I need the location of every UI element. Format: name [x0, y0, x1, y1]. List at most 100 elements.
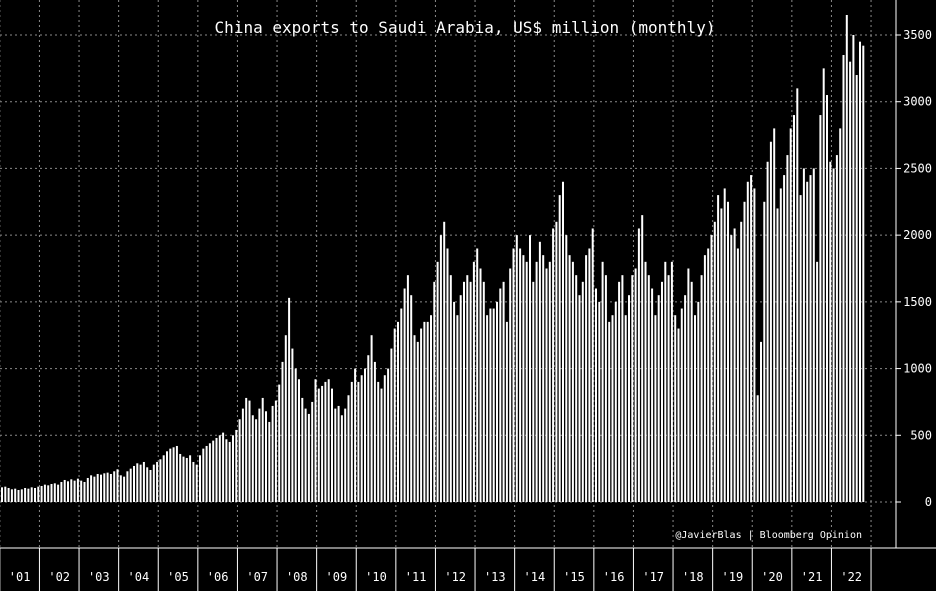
bar	[334, 408, 337, 502]
bar	[327, 379, 330, 502]
bar	[172, 447, 175, 502]
bar	[812, 168, 815, 502]
bar	[571, 261, 574, 502]
bar	[631, 275, 634, 502]
x-tick-label: '09	[326, 570, 348, 584]
bar	[697, 301, 700, 502]
bar	[113, 471, 116, 502]
bar	[304, 408, 307, 502]
bar	[156, 461, 159, 502]
bar	[189, 455, 192, 502]
x-tick-label: '21	[801, 570, 823, 584]
bar	[67, 481, 69, 502]
bar	[7, 487, 10, 502]
x-tick-label: '02	[48, 570, 70, 584]
bar	[225, 439, 228, 502]
bar	[822, 68, 825, 503]
bar	[723, 188, 726, 502]
bar	[400, 308, 403, 502]
bar	[274, 400, 277, 502]
bar	[604, 275, 607, 502]
bar	[255, 419, 258, 502]
bar	[377, 381, 380, 502]
bar	[535, 261, 538, 502]
bar	[756, 395, 759, 502]
bar	[525, 261, 528, 502]
bar	[50, 483, 53, 502]
bar	[83, 481, 86, 502]
bar	[430, 315, 432, 502]
bar	[281, 361, 284, 502]
y-axis-ticks: 0 500 1000 1500 2000 2500 3000 3500	[895, 0, 932, 548]
bar	[271, 405, 274, 502]
bar	[410, 295, 413, 502]
bar	[370, 335, 373, 502]
bar	[57, 484, 60, 502]
bar	[433, 281, 436, 502]
bar	[763, 201, 766, 503]
bar	[185, 457, 188, 502]
bar	[552, 228, 555, 502]
bar	[489, 308, 492, 502]
bar	[562, 181, 564, 502]
bar	[670, 261, 673, 502]
bar	[139, 464, 142, 502]
bar	[133, 465, 135, 502]
bar	[126, 471, 129, 502]
bar	[228, 441, 231, 502]
bar	[674, 315, 677, 502]
bar	[492, 308, 495, 502]
bar	[512, 248, 515, 502]
bar	[202, 448, 205, 502]
bar	[443, 221, 446, 503]
gridlines	[0, 0, 896, 548]
bar	[347, 395, 350, 502]
bar	[687, 268, 690, 502]
x-tick-label: '16	[603, 570, 625, 584]
bar	[301, 397, 304, 502]
x-tick-label: '05	[167, 570, 189, 584]
bar	[684, 295, 687, 502]
bar	[816, 261, 819, 502]
bar	[829, 161, 832, 502]
bar	[634, 268, 637, 502]
bar	[350, 381, 353, 502]
bar	[63, 479, 66, 502]
bar	[529, 235, 531, 502]
bar	[819, 115, 822, 502]
bar	[730, 235, 733, 502]
bar	[548, 261, 551, 502]
bar	[707, 248, 710, 502]
bar	[337, 405, 340, 502]
bar	[284, 335, 287, 502]
bar	[769, 141, 772, 503]
bar	[855, 75, 858, 502]
bar	[129, 468, 132, 502]
bar	[238, 419, 241, 502]
bar	[694, 315, 696, 502]
bar	[538, 241, 541, 502]
bar	[802, 168, 805, 502]
bar	[453, 301, 456, 502]
bar	[651, 288, 654, 502]
bar	[779, 188, 782, 502]
bar	[179, 453, 182, 502]
bar	[720, 208, 723, 502]
x-tick-label: '11	[405, 570, 427, 584]
bar	[581, 281, 584, 502]
bar	[291, 348, 294, 502]
y-tick-label: 2500	[903, 161, 932, 175]
bar	[294, 368, 297, 502]
bar	[261, 397, 264, 502]
bar	[205, 445, 208, 502]
bar	[595, 288, 597, 502]
bar	[413, 335, 416, 502]
bar	[288, 297, 291, 502]
bar	[116, 469, 119, 502]
bar	[367, 355, 370, 502]
bar	[222, 432, 225, 502]
bar	[100, 474, 102, 502]
bar	[505, 321, 508, 502]
x-tick-label: '03	[88, 570, 110, 584]
bar	[773, 128, 776, 502]
